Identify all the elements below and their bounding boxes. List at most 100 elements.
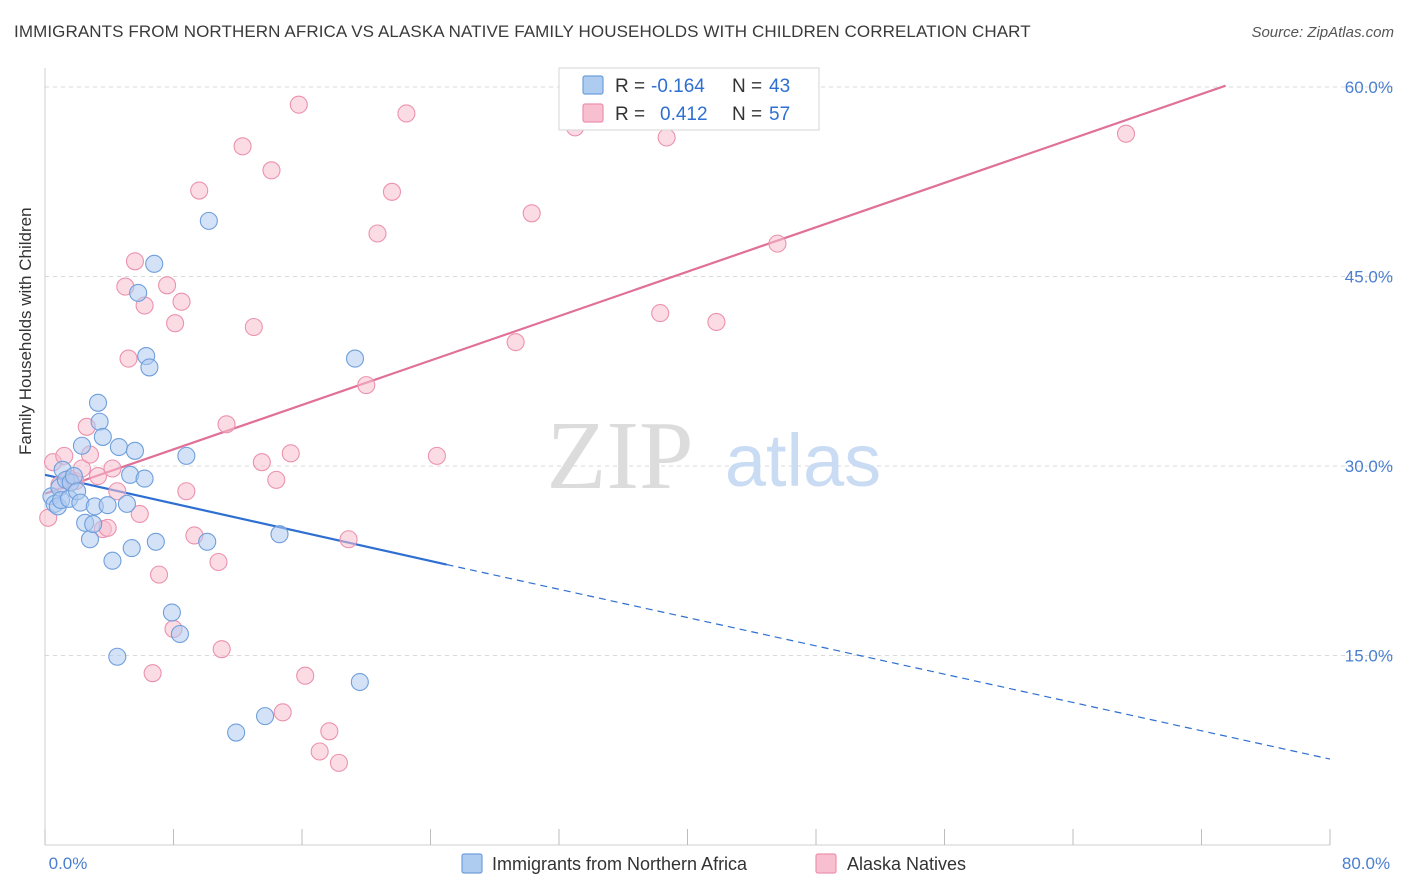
point-pink-42	[329, 753, 348, 772]
point-pink-31	[233, 137, 252, 156]
point-blue-26	[122, 539, 141, 558]
x-tick-label-min: 0.0%	[49, 854, 88, 873]
y-tick-label-0: 15.0%	[1345, 646, 1393, 665]
legend-n-value-1: 43	[769, 76, 790, 97]
point-blue-31	[135, 469, 154, 488]
point-pink-19	[143, 664, 162, 683]
point-pink-47	[397, 104, 416, 123]
point-blue-15	[84, 515, 103, 534]
point-pink-55	[768, 234, 787, 253]
point-pink-12	[103, 459, 122, 478]
point-pink-46	[382, 182, 402, 201]
point-blue-12	[72, 436, 91, 455]
point-pink-53	[657, 128, 676, 147]
legend-n-value-2: 57	[769, 104, 790, 125]
point-pink-50	[522, 204, 541, 223]
watermark-atlas: atlas	[725, 419, 881, 502]
point-blue-43	[350, 672, 369, 692]
point-blue-32	[146, 532, 165, 551]
y-tick-label-1: 30.0%	[1345, 457, 1393, 476]
series-legend-swatch-pink	[815, 853, 837, 874]
point-blue-9	[64, 467, 83, 486]
chart-title: IMMIGRANTS FROM NORTHERN AFRICA VS ALASK…	[14, 22, 1031, 41]
point-blue-40	[256, 707, 275, 726]
point-blue-35	[170, 624, 189, 644]
point-pink-27	[190, 181, 209, 200]
y-tick-label-2: 45.0%	[1345, 267, 1393, 286]
point-blue-19	[93, 427, 112, 446]
point-pink-56	[1116, 124, 1136, 143]
point-pink-38	[289, 95, 308, 114]
point-pink-54	[707, 312, 726, 331]
point-pink-17	[130, 504, 149, 524]
point-blue-23	[108, 647, 127, 666]
series-legend: Immigrants from Northern Africa Alaska N…	[461, 853, 966, 874]
point-pink-28	[209, 552, 228, 572]
point-blue-27	[125, 441, 144, 460]
point-blue-20	[98, 496, 117, 515]
point-blue-28	[129, 283, 148, 302]
point-blue-34	[162, 603, 181, 622]
point-pink-25	[177, 482, 196, 501]
point-pink-33	[252, 453, 271, 472]
data-points	[39, 95, 1136, 772]
point-blue-33	[145, 254, 164, 273]
point-blue-14	[80, 530, 100, 549]
legend-r-label-2: R =	[615, 104, 645, 125]
point-pink-23	[166, 314, 185, 333]
point-blue-22	[109, 437, 128, 457]
point-blue-18	[90, 412, 109, 431]
point-pink-37	[281, 444, 300, 463]
point-pink-45	[368, 224, 387, 243]
point-pink-15	[119, 349, 138, 368]
source-credit: Source: ZipAtlas.com	[1251, 24, 1394, 41]
y-tick-labels: 15.0% 30.0% 45.0% 60.0%	[1345, 78, 1393, 666]
point-blue-24	[117, 494, 136, 513]
point-pink-29	[212, 640, 231, 659]
point-pink-32	[244, 317, 263, 337]
watermark-zip: ZIP	[547, 402, 694, 510]
point-blue-36	[177, 446, 196, 465]
series-legend-swatch-blue	[461, 853, 483, 874]
legend-swatch-pink	[582, 103, 604, 123]
point-blue-37	[198, 532, 217, 551]
point-pink-40	[310, 742, 329, 761]
point-blue-30	[140, 358, 159, 377]
point-pink-34	[262, 161, 281, 180]
point-pink-9	[88, 467, 108, 486]
trend-line-pink	[44, 84, 1226, 495]
x-tick-label-max: 80.0%	[1342, 854, 1390, 873]
y-axis-label: Family Households with Children	[16, 207, 35, 455]
point-blue-39	[227, 723, 246, 742]
point-blue-38	[199, 211, 218, 230]
stats-legend: R = -0.164 N = 43 R = 0.412 N = 57	[558, 67, 820, 131]
point-pink-52	[651, 304, 670, 323]
trend-line-blue-extrapolated	[446, 563, 1331, 760]
point-pink-41	[320, 722, 339, 741]
series-legend-label-2: Alaska Natives	[847, 854, 966, 874]
y-tick-label-3: 60.0%	[1345, 78, 1393, 97]
axes	[44, 68, 1331, 846]
point-pink-48	[427, 446, 446, 465]
point-blue-17	[88, 393, 108, 412]
point-pink-49	[506, 333, 525, 352]
point-blue-21	[103, 551, 122, 570]
point-blue-41	[270, 525, 289, 544]
point-pink-35	[267, 470, 286, 489]
point-pink-21	[158, 276, 177, 295]
point-pink-24	[172, 292, 191, 311]
point-pink-30	[217, 415, 236, 434]
legend-r-value-2: 0.412	[660, 104, 708, 125]
legend-r-value-1: -0.164	[651, 76, 705, 97]
legend-n-label-1: N =	[732, 76, 762, 97]
legend-r-label-1: R =	[615, 76, 645, 97]
point-pink-39	[296, 666, 315, 685]
point-pink-20	[149, 565, 169, 584]
point-pink-13	[108, 482, 127, 501]
point-blue-42	[345, 349, 365, 368]
series-legend-label-1: Immigrants from Northern Africa	[492, 854, 748, 874]
point-pink-16	[125, 252, 144, 271]
point-pink-44	[357, 376, 376, 395]
legend-n-label-2: N =	[732, 104, 762, 125]
x-tick-labels: 0.0% 80.0%	[49, 854, 1390, 873]
